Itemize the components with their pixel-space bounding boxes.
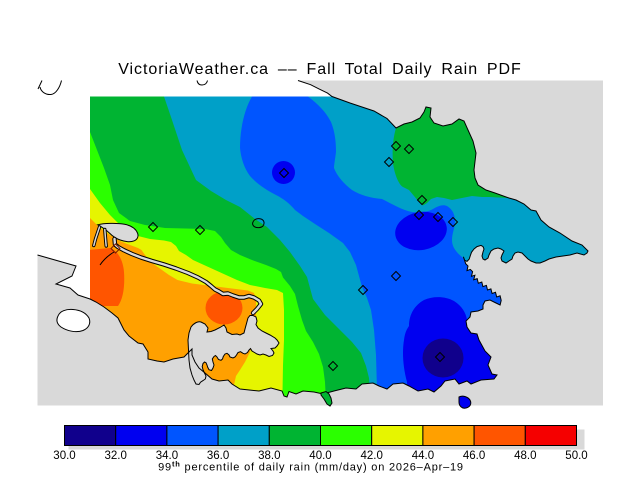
svg-text:38.0: 38.0 — [258, 450, 280, 462]
svg-text:44.0: 44.0 — [412, 450, 434, 462]
svg-text:34.0: 34.0 — [156, 450, 178, 462]
svg-text:VictoriaWeather.ca –– Fall Tot: VictoriaWeather.ca –– Fall Total Daily R… — [118, 61, 522, 78]
svg-text:99th percentile of daily rain: 99th percentile of daily rain (mm/day) o… — [158, 460, 464, 474]
svg-text:36.0: 36.0 — [207, 450, 229, 462]
svg-text:32.0: 32.0 — [105, 450, 127, 462]
svg-text:48.0: 48.0 — [514, 450, 536, 462]
svg-text:40.0: 40.0 — [309, 450, 331, 462]
svg-text:50.0: 50.0 — [565, 450, 587, 462]
svg-text:42.0: 42.0 — [361, 450, 383, 462]
svg-text:46.0: 46.0 — [463, 450, 485, 462]
svg-text:30.0: 30.0 — [53, 450, 75, 462]
